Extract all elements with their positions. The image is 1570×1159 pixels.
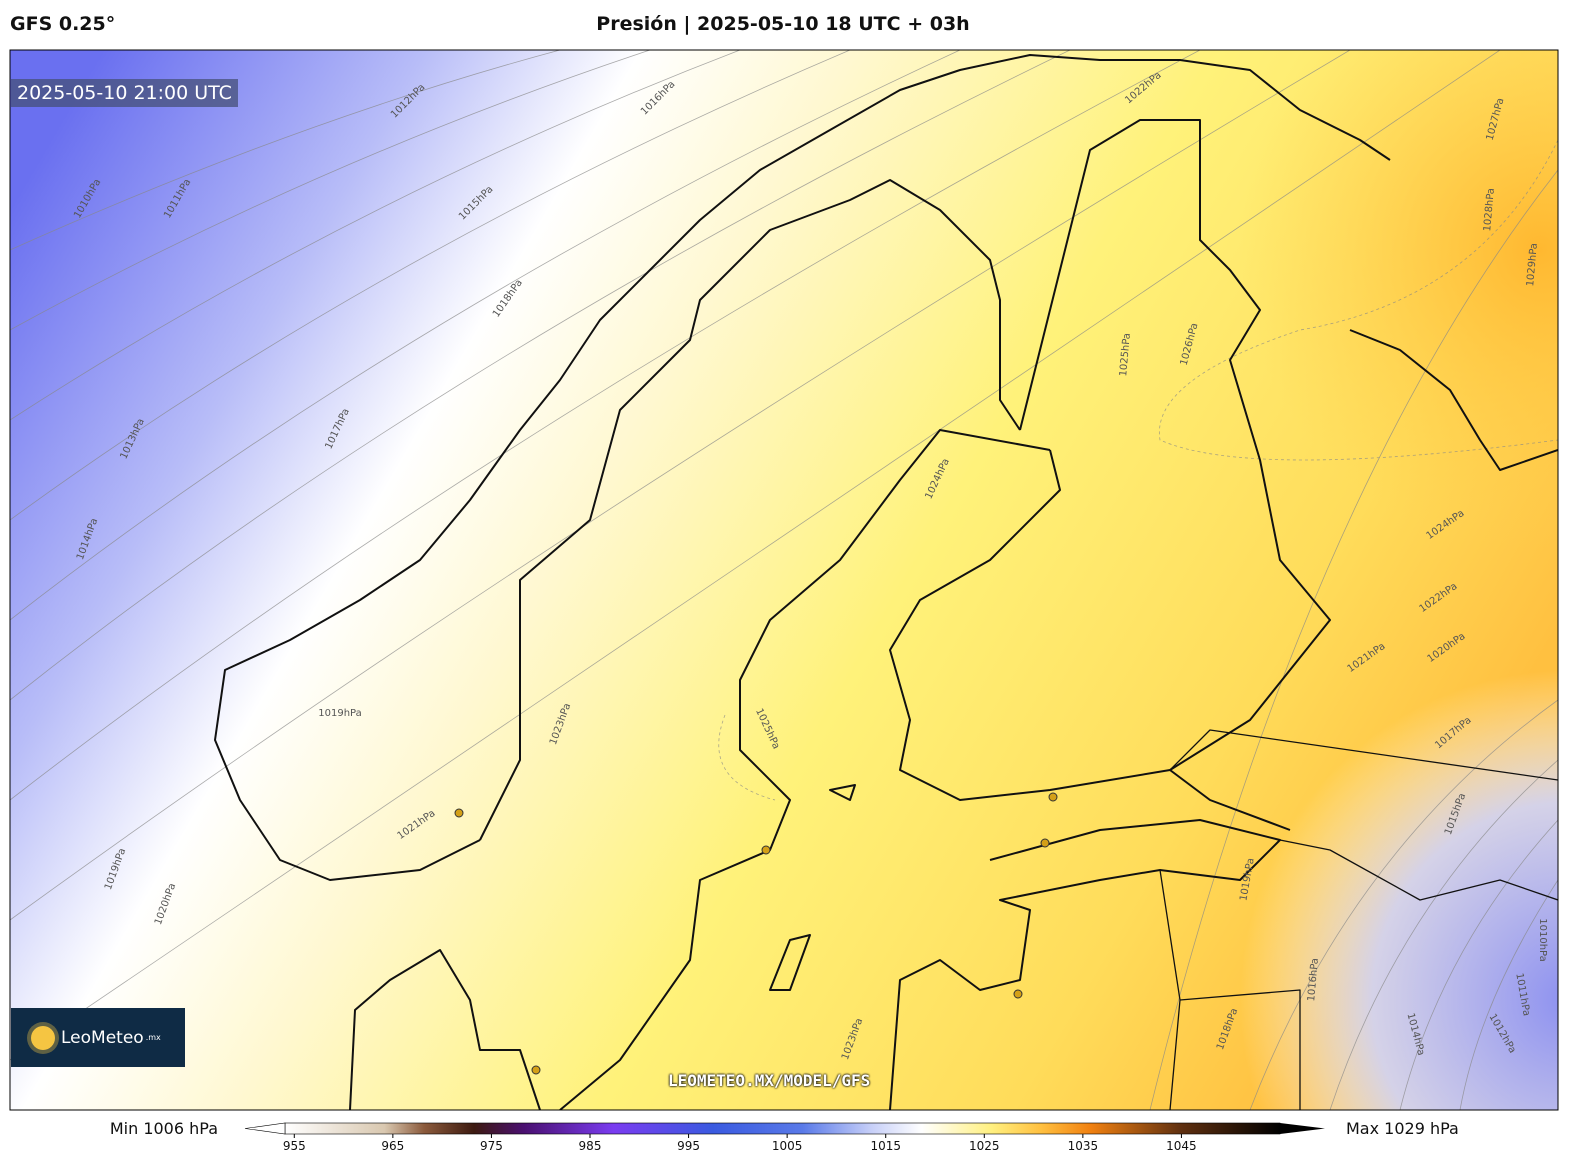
isobar-label: 1019hPa bbox=[318, 708, 362, 719]
colorbar-tick-label: 985 bbox=[579, 1139, 602, 1153]
colorbar-extend-high bbox=[1280, 1123, 1325, 1134]
logo-icon bbox=[31, 1025, 55, 1050]
isobar-label: 1028hPa bbox=[1482, 188, 1497, 232]
map-frame bbox=[9, 49, 1559, 1111]
isobar-label: 1016hPa bbox=[1306, 958, 1321, 1002]
colorbar-max: Max 1029 hPa bbox=[1346, 1119, 1459, 1138]
logo-text: LeoMeteo bbox=[61, 1027, 144, 1048]
colorbar-extend-low bbox=[244, 1122, 286, 1135]
colorbar-body bbox=[284, 1122, 1281, 1135]
colorbar-tick-label: 1025 bbox=[969, 1139, 1000, 1153]
coastlines bbox=[214, 54, 1558, 1110]
colorbar-min: Min 1006 hPa bbox=[109, 1119, 218, 1138]
colorbar-tick-label: 995 bbox=[677, 1139, 700, 1153]
map-title: Presión | 2025-05-10 18 UTC + 03h bbox=[596, 13, 970, 35]
low-pressure-shade bbox=[10, 50, 1558, 1110]
cities bbox=[454, 792, 1058, 1075]
colorbar-tick-label: 955 bbox=[283, 1139, 306, 1153]
colorbar-tick-label: 1045 bbox=[1166, 1139, 1197, 1153]
isobar-label: 1025hPa bbox=[1118, 333, 1133, 377]
isobar-label: 1010hPa bbox=[1537, 918, 1548, 962]
colorbar-tick-label: 965 bbox=[381, 1139, 404, 1153]
isobar-label: 1029hPa bbox=[1525, 243, 1540, 287]
colorbar: 955 965 975 985 995 1005 1015 1025 1035 1045 bbox=[244, 1122, 1325, 1153]
logo-suffix: .mx bbox=[145, 1033, 161, 1042]
logo: LeoMeteo .mx bbox=[11, 1008, 185, 1067]
colorbar-tick-label: 1035 bbox=[1068, 1139, 1099, 1153]
watermark: LEOMETEO.MX/MODEL/GFS bbox=[668, 1071, 871, 1090]
colorbar-tick-label: 975 bbox=[480, 1139, 503, 1153]
colorbar-tick-label: 1015 bbox=[870, 1139, 901, 1153]
model-name: GFS 0.25° bbox=[10, 13, 116, 35]
valid-time: 2025-05-10 21:00 UTC bbox=[11, 79, 238, 107]
colorbar-tick-label: 1005 bbox=[772, 1139, 803, 1153]
